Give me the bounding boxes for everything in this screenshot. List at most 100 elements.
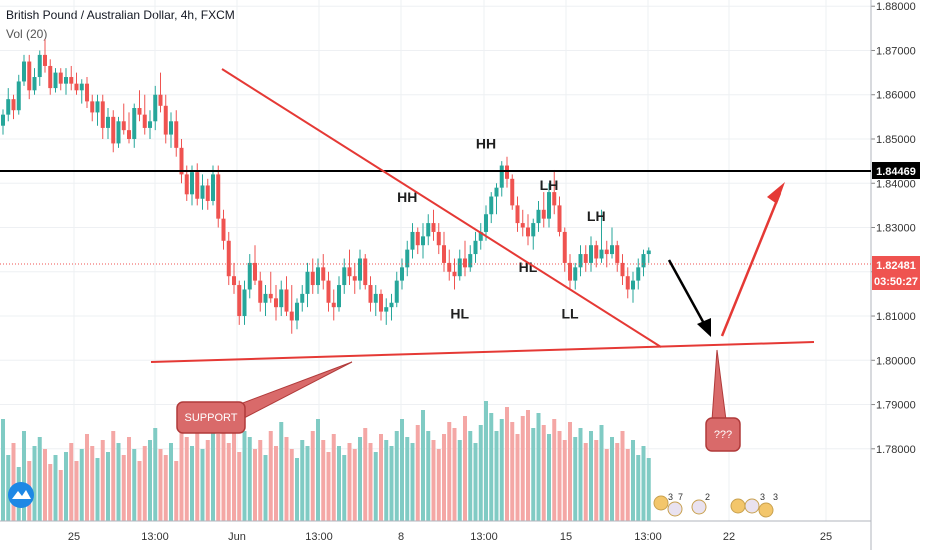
candle-body[interactable] (153, 94, 158, 122)
candle-body[interactable] (473, 240, 478, 255)
candle-body[interactable] (95, 101, 100, 113)
candle-body[interactable] (478, 231, 483, 241)
candle-body[interactable] (510, 178, 515, 206)
candle-body[interactable] (274, 298, 278, 308)
candle-body[interactable] (337, 285, 341, 308)
candle-body[interactable] (515, 205, 520, 224)
candle-body[interactable] (200, 185, 205, 199)
pattern-label-hl[interactable]: HL (519, 259, 538, 275)
candle-body[interactable] (90, 101, 95, 113)
candle-body[interactable] (263, 293, 268, 303)
candle-body[interactable] (646, 250, 651, 255)
pattern-label-lh[interactable]: LH (587, 208, 606, 224)
candle-body[interactable] (342, 267, 347, 286)
candle-body[interactable] (1, 114, 5, 126)
pattern-label-ll[interactable]: LL (561, 305, 579, 321)
candle-body[interactable] (499, 165, 504, 188)
candle-body[interactable] (69, 77, 74, 84)
candle-body[interactable] (169, 121, 173, 135)
candle-body[interactable] (247, 262, 252, 290)
candle-body[interactable] (85, 83, 89, 102)
candle-body[interactable] (326, 280, 331, 303)
candle-body[interactable] (531, 223, 536, 237)
candle-body[interactable] (641, 254, 646, 268)
candle-body[interactable] (316, 267, 320, 286)
candle-body[interactable] (43, 54, 47, 66)
economic-events[interactable]: 3 7 2 3 3 (653, 492, 778, 518)
candle-body[interactable] (121, 121, 126, 131)
pattern-label-hh[interactable]: HH (397, 189, 417, 205)
candle-body[interactable] (463, 258, 467, 268)
candle-body[interactable] (137, 108, 142, 115)
candle-body[interactable] (27, 61, 32, 91)
candle-body[interactable] (221, 218, 226, 241)
candle-body[interactable] (415, 231, 420, 246)
candle-body[interactable] (58, 72, 63, 84)
candle-body[interactable] (620, 262, 625, 277)
candle-body[interactable] (379, 293, 383, 312)
candle-body[interactable] (583, 254, 588, 263)
candle-body[interactable] (48, 65, 53, 89)
candle-body[interactable] (163, 105, 168, 135)
candle-body[interactable] (226, 240, 231, 277)
candle-body[interactable] (578, 254, 583, 268)
candle-body[interactable] (421, 236, 425, 246)
candle-body[interactable] (589, 245, 593, 263)
candle-body[interactable] (494, 187, 499, 197)
support-trendline[interactable] (150, 341, 815, 363)
candle-body[interactable] (631, 280, 635, 290)
candle-body[interactable] (148, 121, 152, 128)
candle-body[interactable] (11, 99, 16, 111)
candle-body[interactable] (426, 223, 431, 237)
candle-body[interactable] (568, 262, 572, 281)
candle-body[interactable] (363, 258, 368, 286)
candle-body[interactable] (174, 121, 179, 148)
candle-body[interactable] (557, 205, 562, 232)
candle-body[interactable] (442, 245, 446, 263)
candle-body[interactable] (111, 116, 116, 144)
candle-body[interactable] (211, 174, 215, 201)
candle-body[interactable] (400, 267, 404, 281)
candle-body[interactable] (394, 280, 399, 303)
candle-body[interactable] (310, 271, 315, 286)
candle-body[interactable] (562, 231, 567, 263)
candle-body[interactable] (536, 209, 541, 224)
up-arrow-line[interactable] (720, 192, 782, 337)
candle-body[interactable] (158, 94, 163, 106)
candle-body[interactable] (447, 262, 452, 272)
candle-body[interactable] (452, 271, 457, 277)
candle-body[interactable] (6, 99, 11, 115)
candle-body[interactable] (106, 116, 110, 128)
candle-body[interactable] (468, 254, 473, 268)
candle-body[interactable] (16, 81, 21, 111)
candle-body[interactable] (232, 276, 236, 286)
candle-body[interactable] (305, 271, 310, 294)
candle-body[interactable] (594, 245, 599, 259)
candle-body[interactable] (190, 172, 194, 195)
candle-body[interactable] (132, 108, 137, 139)
candle-body[interactable] (410, 231, 415, 250)
candle-body[interactable] (253, 262, 257, 281)
pattern-label-lh[interactable]: LH (540, 177, 559, 193)
candle-body[interactable] (604, 249, 609, 255)
candle-body[interactable] (289, 311, 294, 321)
candle-body[interactable] (295, 302, 299, 321)
candle-body[interactable] (331, 302, 336, 308)
candle-body[interactable] (352, 276, 357, 281)
candle-body[interactable] (216, 174, 221, 219)
descending-trendline[interactable] (221, 68, 662, 348)
candle-body[interactable] (599, 249, 604, 259)
candle-body[interactable] (358, 258, 362, 281)
candle-body[interactable] (610, 245, 614, 255)
candle-body[interactable] (541, 209, 546, 219)
candle-body[interactable] (205, 185, 210, 201)
support-callout[interactable] (176, 401, 246, 434)
candle-body[interactable] (489, 196, 494, 215)
candle-body[interactable] (79, 83, 84, 91)
candle-body[interactable] (116, 121, 121, 144)
candle-body[interactable] (32, 77, 37, 91)
candle-body[interactable] (347, 267, 352, 277)
candle-body[interactable] (284, 289, 289, 312)
candle-body[interactable] (268, 293, 273, 299)
